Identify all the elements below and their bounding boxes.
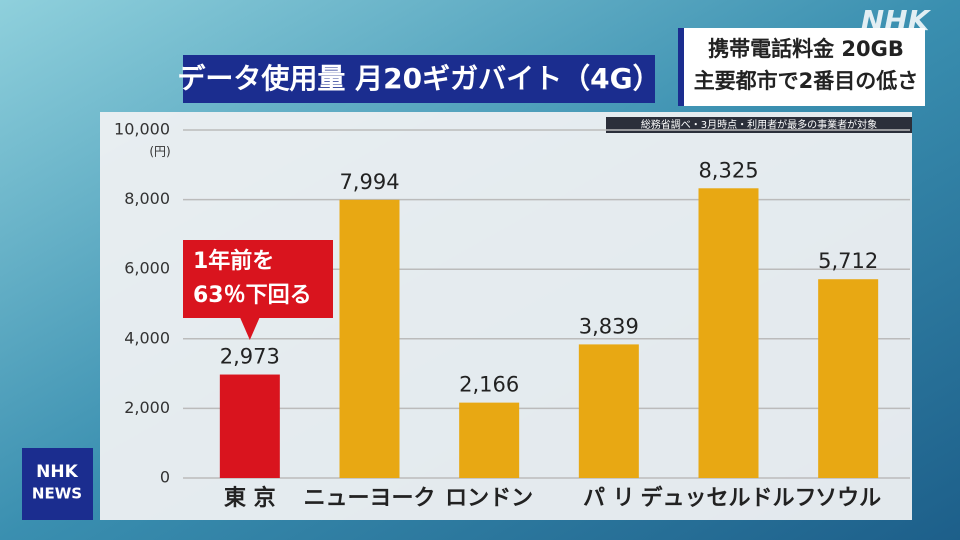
value-label: 8,325 <box>698 158 758 182</box>
x-tick-label: 東 京 <box>224 485 276 511</box>
news-logo: NHK <box>36 462 78 482</box>
bar <box>818 279 879 478</box>
title-box <box>183 55 655 103</box>
headline-box <box>678 28 925 106</box>
x-tick-label: デュッセルドルフ <box>640 485 816 511</box>
news-logo: NEWS <box>32 485 82 503</box>
annotation: 63％下回る <box>193 283 312 308</box>
y-tick-label: 2,000 <box>124 398 170 417</box>
headline-stripe <box>678 28 684 106</box>
logo: NHK <box>861 4 932 37</box>
y-tick-label: 4,000 <box>124 328 170 347</box>
bar <box>698 188 759 479</box>
headline: 携帯電話料金 20GB <box>708 37 904 61</box>
x-tick-label: ニューヨーク <box>303 486 435 511</box>
source: 総務省調べ・3月時点・利用者が最多の事業者が対象 <box>641 118 877 131</box>
bar <box>219 374 280 478</box>
value-label: 2,166 <box>459 373 519 397</box>
annotation: 1年前を <box>193 248 274 274</box>
y-tick-label: 6,000 <box>124 259 170 278</box>
bar <box>339 199 400 478</box>
y-unit: (円) <box>149 145 170 159</box>
y-tick-label: 10,000 <box>114 120 170 139</box>
value-label: 5,712 <box>818 249 878 273</box>
annotation-box <box>183 240 333 318</box>
bar <box>459 402 520 478</box>
y-tick-label: 8,000 <box>124 189 170 208</box>
bar <box>578 344 639 478</box>
value-label: 3,839 <box>579 314 639 338</box>
annotation-pointer <box>239 317 260 340</box>
value-label: 2,973 <box>220 345 280 369</box>
chart-title: データ使用量 月20ギガバイト（4G） <box>177 62 660 95</box>
source-box <box>606 117 912 133</box>
x-tick-label: ロンドン <box>445 486 533 511</box>
x-tick-label: ソウル <box>815 486 881 511</box>
x-tick-label: パ リ <box>583 486 635 511</box>
value-label: 7,994 <box>339 170 399 194</box>
y-tick-label: 0 <box>160 468 170 487</box>
headline: 主要都市で2番目の低さ <box>694 69 919 93</box>
news-logo-box <box>22 448 93 520</box>
